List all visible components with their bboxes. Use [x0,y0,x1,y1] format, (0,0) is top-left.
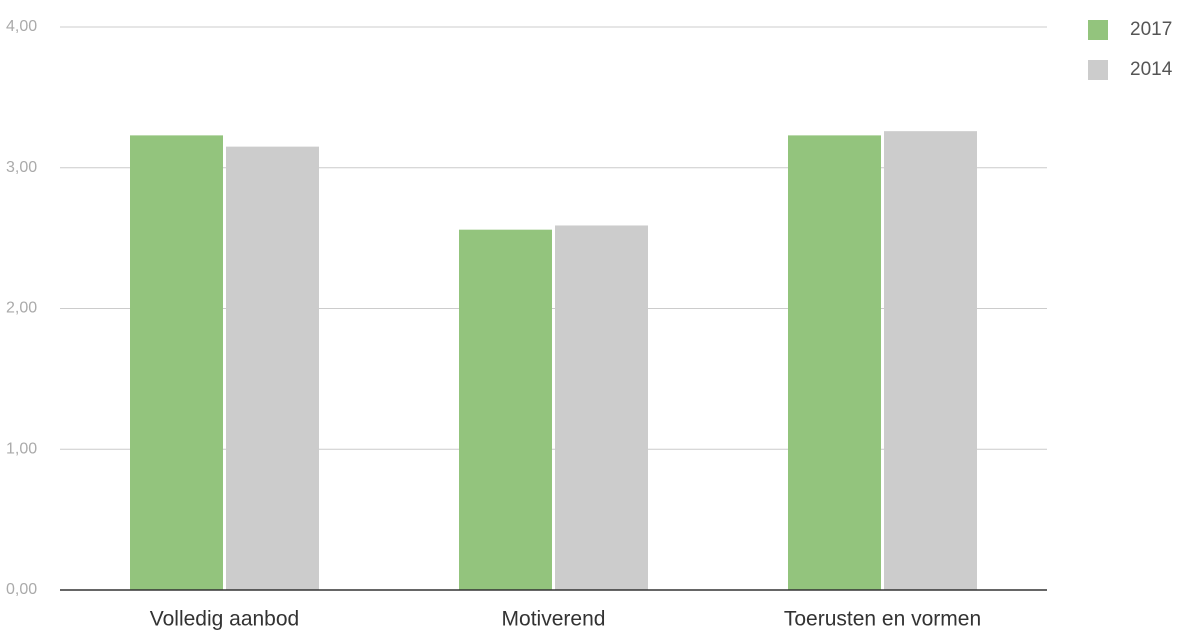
x-tick-label: Volledig aanbod [150,608,299,631]
y-tick-label: 3,00 [6,159,37,176]
legend-label: 2017 [1130,19,1172,40]
y-tick-label: 0,00 [6,581,37,598]
y-tick-label: 1,00 [6,440,37,457]
x-tick-label: Motiverend [502,608,606,631]
bar [459,229,552,590]
bar [788,135,881,590]
y-tick-label: 2,00 [6,300,37,317]
legend-label: 2014 [1130,59,1173,80]
legend-swatch [1088,20,1108,40]
y-tick-label: 4,00 [6,18,37,35]
x-tick-label: Toerusten en vormen [784,608,981,631]
bar [884,131,977,590]
bar [555,225,648,590]
legend-swatch [1088,60,1108,80]
bar [226,146,319,590]
bar [130,135,223,590]
